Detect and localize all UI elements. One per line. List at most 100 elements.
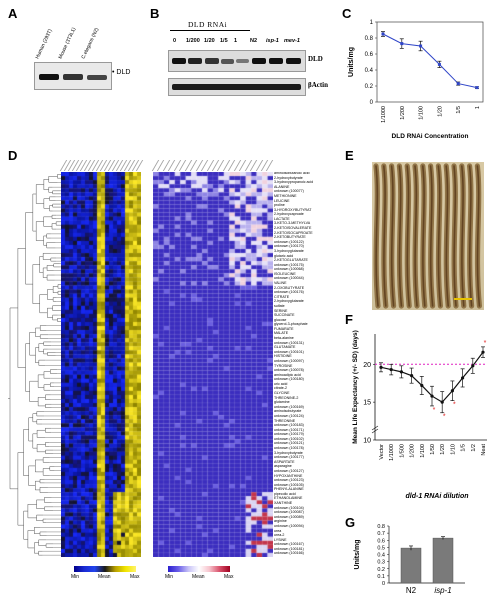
data-point [400,42,404,46]
metabolite-label: SUCCINATE [274,313,295,318]
significance-mark: * [484,340,487,347]
metabolite-label: THREONINE-2 [274,395,299,400]
data-point [379,365,383,369]
legend-left-min: Min [71,574,80,580]
metabolite-label: proline [274,203,285,208]
worm-gut [375,165,379,307]
significance-mark: * [453,402,456,409]
worm-gut [453,165,457,307]
blot-band [172,58,186,64]
worm-gut [476,165,481,307]
worm-gut [422,165,426,307]
y-axis-label: Units/mg [348,47,355,77]
axis-break [371,425,379,431]
metabolite-label: pipecolic acid [274,491,296,496]
dld-blot-b [168,50,306,72]
x-tick-label: 1/1000 [389,444,395,461]
data-point [410,374,414,378]
x-tick-label: 1/50 [430,444,436,455]
metabolite-label: unknown (100127) [274,468,304,473]
metabolite-label: ISOLEUCINE [274,271,296,276]
metabolite-label: FUMARATE [274,326,294,331]
lane-label: 1/20 [204,38,215,44]
legend-right-max: Max [224,574,234,580]
blot-band [269,58,283,64]
x-tick-label: 1/1000 [381,106,387,123]
worm-drawing [373,163,482,309]
panel-d: aminoisobutanoic acid 2-hydroxybutyrate 3-… [8,160,338,595]
y-tick-label: 0.2 [365,84,374,90]
metabolite-label: 2-hydroxycaproate [274,212,304,217]
x-tick-label: 1/2 [471,444,477,452]
dld-blot-a [34,62,112,90]
metabolite-label: aminoisobutyrate [274,409,302,414]
lane-label: 1/5 [220,38,228,44]
actin-label: βActin [308,81,329,89]
metabolite-label: unknown (100178) [274,446,304,450]
metabolite-label: unknown (100102) [274,436,304,441]
panel-f-label: F [345,312,353,327]
metabolite-label: THREONINE [274,418,296,423]
y-tick-label: 20 [363,362,371,369]
metabolite-label: aminoadipic acid [274,372,301,377]
metabolite-label: 2-KETOGLUTARATE [274,258,308,263]
metabolite-label: unknown (100175) [274,262,304,267]
metabolite-label: XANTHINE [274,501,293,505]
y-tick-label: 0 [382,581,385,587]
legend-left-max: Max [130,574,140,580]
metabolite-label: unknown (100068) [274,267,304,272]
panel-g-label: G [345,515,356,530]
panel-g-chart: 00.10.20.30.4 0.50.60.70.8 Units/mg N2 isp-1 [354,524,465,595]
data-point [389,367,393,372]
metabolite-label: MALATE [274,331,289,336]
y-tick-label: 0.4 [365,68,374,74]
y-tick-label: 1 [370,20,374,26]
metabolite-label: unknown (100177) [274,455,304,460]
blot-band [188,58,202,64]
legend-right-min: Min [165,574,174,580]
metabolite-label: unknown (100181) [274,546,304,551]
metabolite-label: unknown (100121) [274,441,304,446]
lane-label: 1/200 [186,38,200,44]
metabolite-label: 2-OXOBUTYRATE [274,285,305,290]
x-tick-label: 1/5 [461,444,467,452]
column-header-mark [266,160,274,171]
y-tick-label: 0.5 [377,545,385,551]
metabolite-label: aminoisobutanoic acid [274,172,310,175]
panel-d-label: D [8,148,18,163]
metabolite-label: 3-KETO-3-METHYLVA [274,221,311,226]
blot-band [205,58,219,64]
lane-label: mev-1 [284,38,300,44]
legend-left-mean: Mean [98,574,111,580]
panel-f-chart: 10 15 20 Mean Life Expectancy (+/- SD) (day… [352,330,487,500]
metabolite-labels: aminoisobutanoic acid 2-hydroxybutyrate 3-… [274,172,338,557]
header-rule [170,30,250,31]
x-tick-label: 1/10 [450,444,456,455]
data-point [419,44,423,48]
blot-band [87,75,107,80]
y-tick-label: 0 [370,100,374,106]
metabolite-label: unknown (100078) [274,368,304,373]
significance-mark: * [433,407,436,414]
lane-label: N2 [250,38,258,44]
blot-band [252,58,266,64]
y-tick-label: 15 [363,400,371,407]
metabolite-label: VALINE [274,281,287,285]
metabolite-label: asparagine [274,464,292,469]
metabolite-label: unknown (100101) [274,349,304,354]
x-tick-label: 1/20 [440,444,446,455]
metabolite-label: unknown (100123) [274,478,304,483]
bar [432,537,454,584]
metabolite-label: urea-2 [274,533,285,538]
metabolite-label: unknown (100131) [274,340,304,345]
dld-band-label: • DLD [112,69,131,76]
metabolite-label: unknown (100166) [274,551,304,556]
data-point [440,400,444,404]
metabolite-label: ASPARTATE [274,459,295,464]
y-axis-label: Units/mg [354,540,361,570]
x-tick-label: isp-1 [434,586,451,595]
y-tick-label: 0.1 [377,574,385,580]
metabolite-label: glutamine [274,400,290,405]
metabolite-label: GLYCINE [274,391,290,395]
y-tick-label: 0.8 [377,524,385,530]
